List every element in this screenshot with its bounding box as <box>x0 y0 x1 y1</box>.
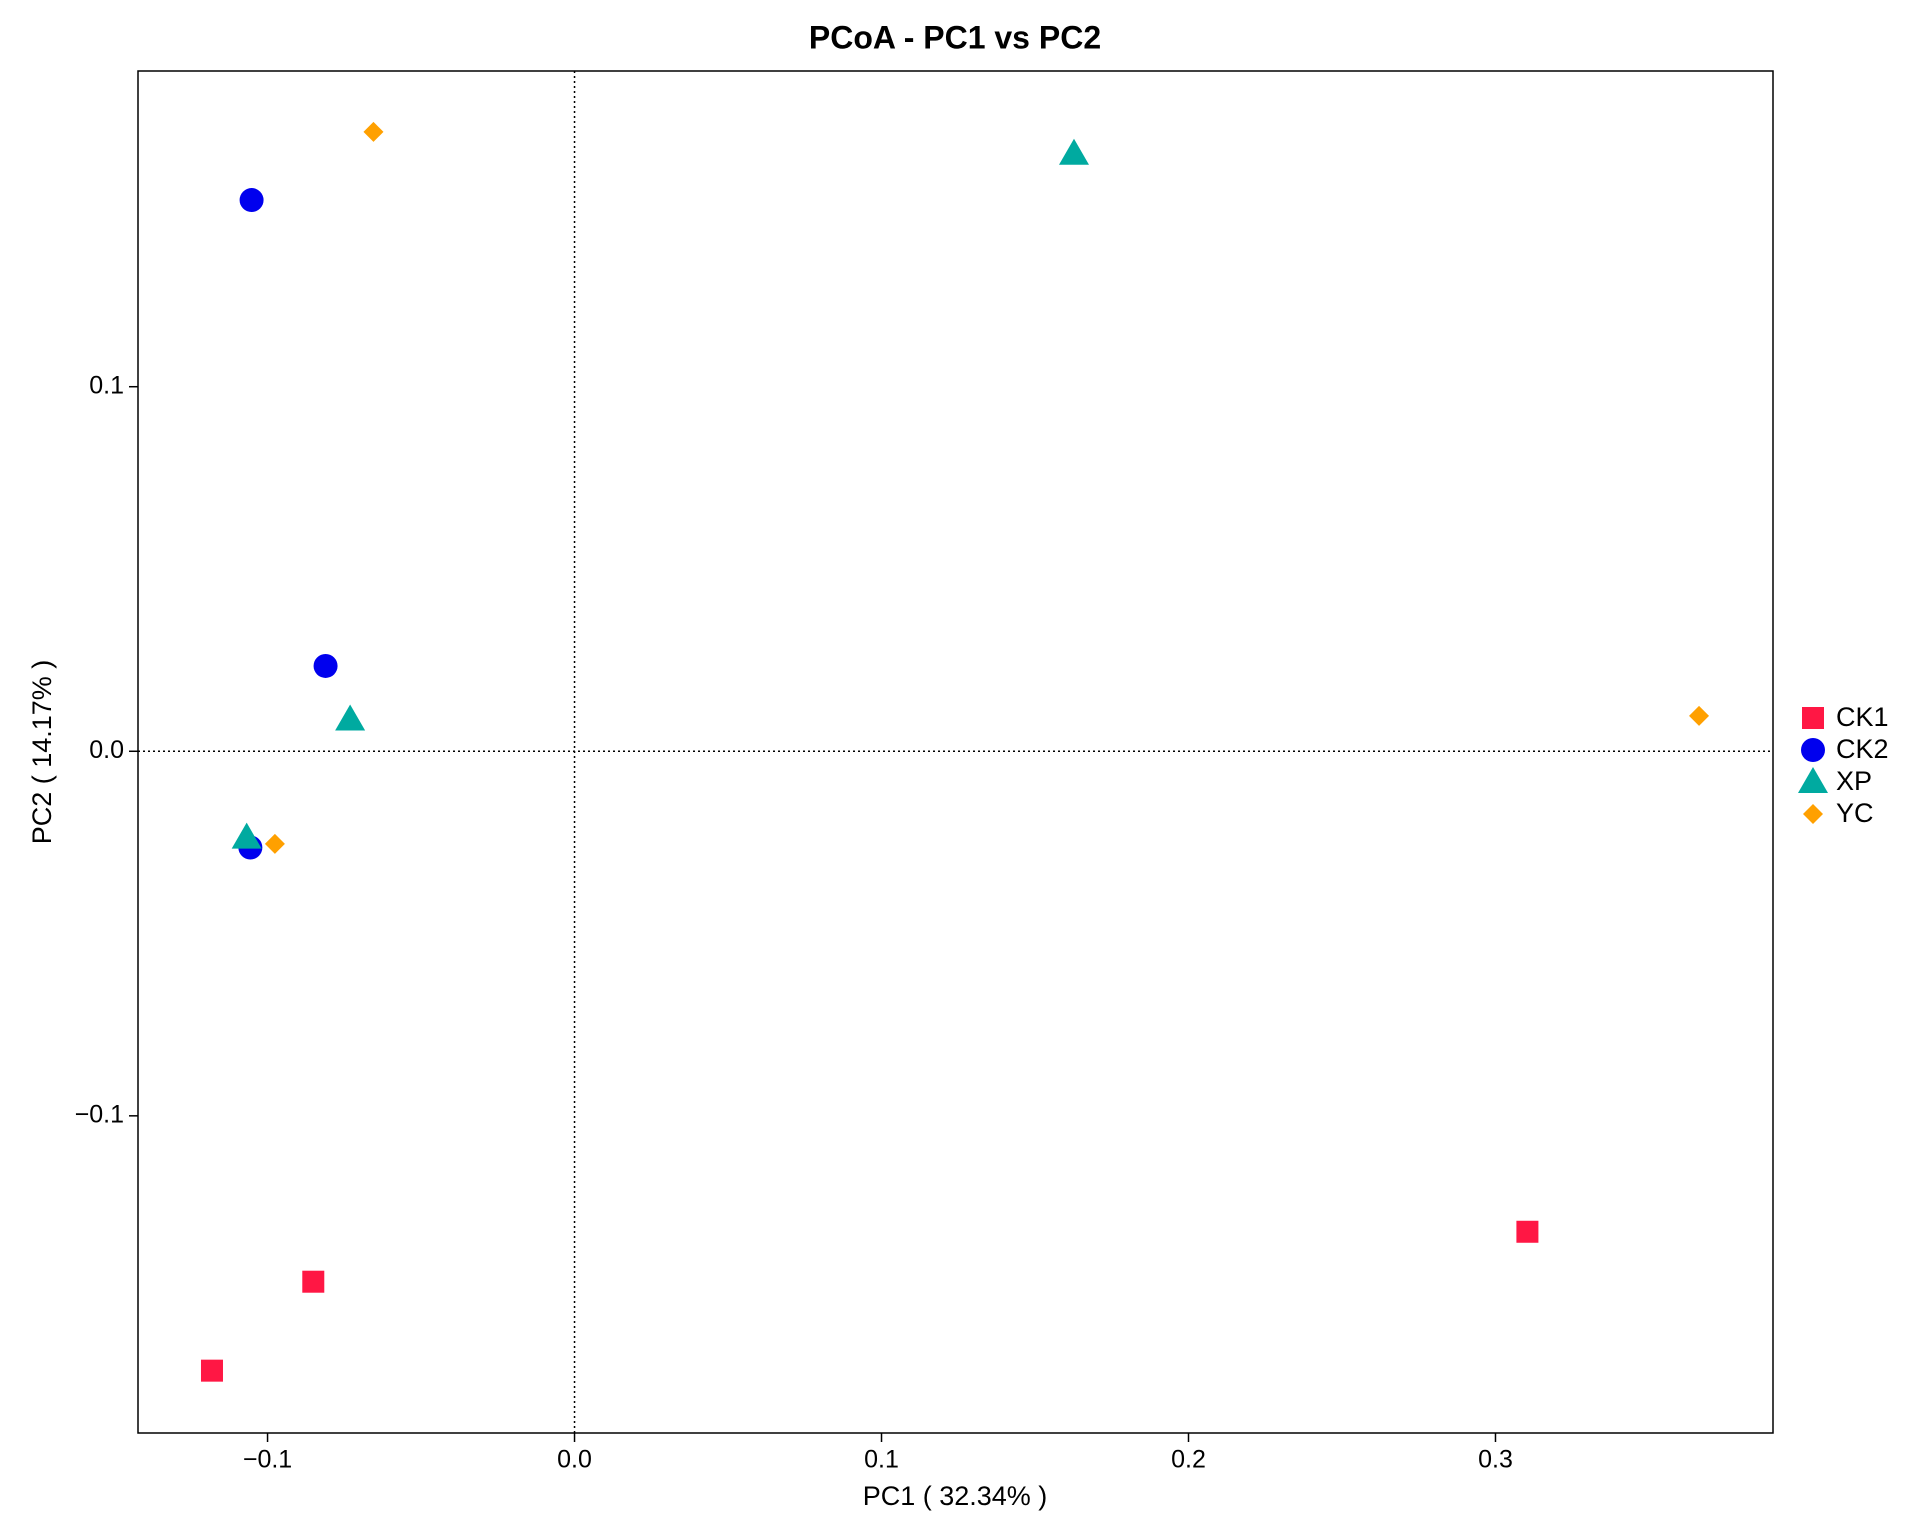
x-tick-label: 0.3 <box>1478 1446 1513 1474</box>
x-tick-label: 0.2 <box>1171 1446 1206 1474</box>
point <box>363 121 384 142</box>
point <box>231 822 262 849</box>
legend-label: CK1 <box>1836 702 1889 732</box>
point <box>335 704 366 731</box>
legend-label: XP <box>1836 766 1872 796</box>
point <box>264 833 285 854</box>
legend-marker <box>1798 767 1828 793</box>
point <box>200 1359 223 1382</box>
y-axis-label: PC2 ( 14.17% ) <box>27 660 57 845</box>
point <box>1689 705 1710 726</box>
legend-label: CK2 <box>1836 734 1889 764</box>
legend-marker <box>1802 707 1824 729</box>
legend-label: YC <box>1836 798 1874 828</box>
x-tick-label: −0.1 <box>243 1446 292 1474</box>
point <box>1058 138 1089 165</box>
x-axis-label: PC1 ( 32.34% ) <box>863 1481 1048 1511</box>
y-tick-label: 0.0 <box>89 736 124 764</box>
legend-marker <box>1801 738 1825 762</box>
y-tick-label: 0.1 <box>89 371 124 399</box>
y-tick-label: −0.1 <box>75 1100 124 1128</box>
chart-title: PCoA - PC1 vs PC2 <box>809 19 1101 55</box>
legend-marker <box>1803 804 1823 824</box>
point <box>313 653 338 678</box>
point <box>1516 1220 1539 1243</box>
point <box>302 1270 325 1293</box>
x-tick-label: 0.1 <box>864 1446 899 1474</box>
x-tick-label: 0.0 <box>557 1446 592 1474</box>
point <box>239 188 264 213</box>
